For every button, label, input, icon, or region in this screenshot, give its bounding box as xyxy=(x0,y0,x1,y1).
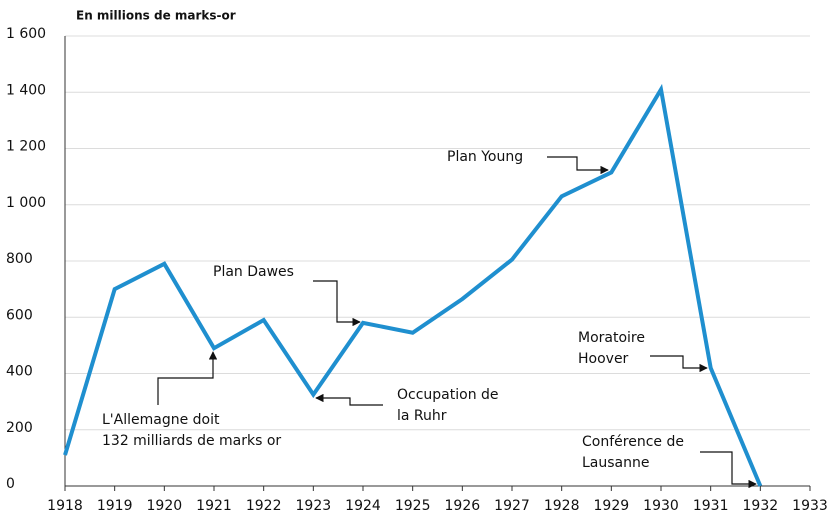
x-tick-label: 1927 xyxy=(494,498,530,514)
annotation: la Ruhr xyxy=(397,408,447,424)
x-tick-label: 1931 xyxy=(693,498,729,514)
x-tick-label: 1928 xyxy=(544,498,580,514)
x-tick-label: 1923 xyxy=(296,498,332,514)
y-tick-label: 1 000 xyxy=(6,195,46,211)
annotation: L'Allemagne doit xyxy=(102,412,220,428)
annotation: Plan Young xyxy=(447,149,523,165)
annotation: Hoover xyxy=(578,351,629,367)
y-tick-label: 400 xyxy=(6,364,33,380)
data-line xyxy=(63,83,763,487)
x-tick-label: 1924 xyxy=(345,498,381,514)
x-tick-label: 1932 xyxy=(743,498,779,514)
y-tick-label: 800 xyxy=(6,251,33,267)
y-tick-label: 200 xyxy=(6,420,33,436)
y-axis-label: En millions de marks-or xyxy=(76,9,236,23)
x-tick-label: 1930 xyxy=(643,498,679,514)
annotation: 132 milliards de marks or xyxy=(102,433,281,449)
annotation: Lausanne xyxy=(582,455,649,471)
x-tick-label: 1926 xyxy=(445,498,481,514)
x-tick-label: 1919 xyxy=(97,498,133,514)
y-tick-label: 1 600 xyxy=(6,26,46,42)
annotation-arrow xyxy=(650,355,708,373)
x-tick-label: 1918 xyxy=(47,498,83,514)
x-tick-label: 1933 xyxy=(792,498,828,514)
annotation-arrow xyxy=(315,393,383,406)
y-tick-label: 1 200 xyxy=(6,139,46,155)
annotation-arrow xyxy=(700,451,757,489)
x-tick-label: 1925 xyxy=(395,498,431,514)
x-tick-label: 1920 xyxy=(147,498,183,514)
annotation: Conférence de xyxy=(582,434,684,450)
y-tick-label: 1 400 xyxy=(6,82,46,98)
y-tick-label: 0 xyxy=(6,476,15,492)
x-tick-label: 1922 xyxy=(246,498,282,514)
annotation: Occupation de xyxy=(397,387,499,403)
y-tick-label: 600 xyxy=(6,307,33,323)
annotation: Moratoire xyxy=(578,330,645,346)
x-tick-label: 1921 xyxy=(196,498,232,514)
annotation-arrow xyxy=(157,351,218,405)
annotation-arrow xyxy=(547,156,609,175)
annotation: Plan Dawes xyxy=(213,264,294,280)
x-tick-label: 1929 xyxy=(594,498,630,514)
annotation-arrow xyxy=(313,280,361,327)
